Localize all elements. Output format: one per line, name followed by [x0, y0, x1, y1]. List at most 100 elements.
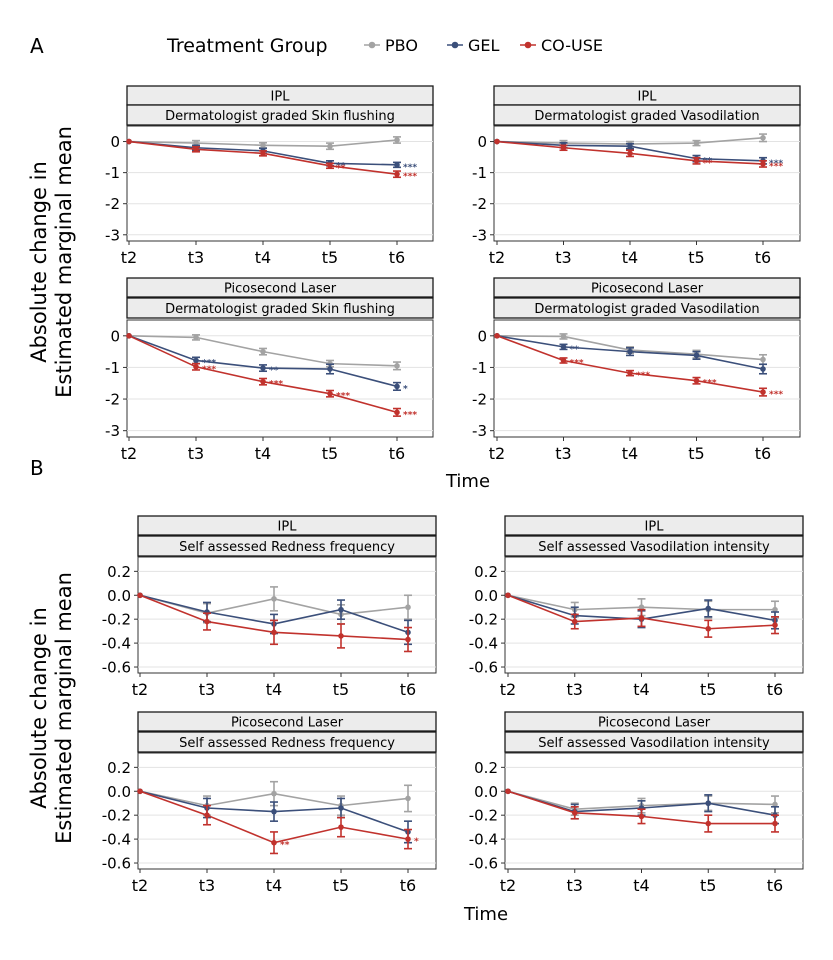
significance-label: **: [570, 345, 580, 355]
y-tick-label: -2: [105, 391, 120, 409]
data-point: [560, 357, 567, 364]
x-tick-label: t2: [489, 444, 505, 463]
x-tick-label: t2: [132, 876, 148, 895]
x-tick-label: t5: [333, 876, 349, 895]
x-tick-label: t3: [199, 680, 215, 699]
series-co-use: [137, 592, 412, 653]
significance-label: ***: [769, 390, 783, 400]
significance-label: ***: [636, 371, 650, 381]
significance-label: ***: [403, 172, 417, 182]
x-tick-label: t6: [400, 876, 416, 895]
strip-bottom-box: [504, 535, 804, 557]
facet-panel-6: IPL Self assessed Vasodilation intensity 0…: [469, 515, 804, 699]
series-co-use: *** *** *** ***: [494, 333, 783, 400]
legend-marker-gel: [451, 41, 459, 49]
strip-top-label: Picosecond Laser: [598, 716, 711, 731]
significance-label: **: [336, 164, 346, 174]
data-point: [705, 800, 712, 807]
data-point: [405, 604, 411, 611]
significance-label: *: [414, 837, 419, 847]
strip-bottom-label: Self assessed Redness frequency: [179, 540, 395, 555]
y-tick-label: -2: [105, 195, 120, 213]
data-point: [693, 377, 700, 384]
x-tick-label: t4: [633, 876, 649, 895]
data-point: [705, 820, 712, 827]
y-tick-label: -0.2: [469, 807, 498, 825]
data-point: [560, 144, 567, 151]
y-tick-label: 0: [110, 327, 120, 345]
x-tick-label: t2: [121, 248, 137, 267]
x-tick-label: t4: [266, 876, 282, 895]
strip-top-box: [137, 515, 437, 536]
x-tick-label: t6: [767, 680, 783, 699]
significance-label: ***: [336, 392, 350, 402]
data-point: [193, 357, 199, 364]
data-point: [193, 334, 199, 341]
y-tick-label: -3: [105, 226, 120, 244]
x-tick-label: t4: [622, 444, 638, 463]
strip-bottom-label: Dermatologist graded Vasodilation: [534, 302, 759, 317]
data-point: [505, 788, 511, 795]
significance-label: ***: [769, 162, 783, 172]
plot-area: [137, 556, 437, 674]
strip-top-label: Picosecond Laser: [231, 716, 344, 731]
strip-bottom-label: Dermatologist graded Vasodilation: [534, 109, 759, 124]
y-tick-label: -1: [472, 164, 487, 182]
x-tick-label: t5: [333, 680, 349, 699]
x-tick-label: t4: [255, 444, 271, 463]
panel-a-letter: A: [30, 34, 44, 58]
significance-label: ***: [403, 163, 417, 173]
strip-bottom-label: Dermatologist graded Skin flushing: [165, 109, 395, 124]
data-point: [693, 352, 700, 359]
data-point: [772, 622, 778, 628]
facet-panel-3: Picosecond Laser Dermatologist graded Ski…: [105, 277, 434, 463]
x-tick-label: t5: [322, 444, 338, 463]
strip-top-label: IPL: [645, 520, 665, 535]
data-point: [260, 348, 266, 355]
legend: Treatment Group PBO GEL CO-USE: [166, 35, 603, 57]
data-point: [571, 618, 578, 625]
data-point: [705, 625, 712, 632]
data-point: [260, 365, 266, 371]
strip-bottom-box: [126, 297, 434, 319]
data-point: [627, 348, 633, 355]
data-point: [394, 162, 400, 168]
strip-top-box: [137, 711, 437, 732]
significance-label: ***: [269, 380, 283, 390]
facet-panel-1: IPL Dermatologist graded Skin flushing 0 -1…: [105, 85, 434, 267]
facet-panel-4: Picosecond Laser Dermatologist graded Vas…: [472, 277, 801, 463]
strip-top-label: IPL: [278, 520, 298, 535]
data-point: [772, 606, 778, 613]
y-tick-label: -0.6: [102, 855, 131, 873]
y-axis-title-a-line1: Absolute change in: [27, 161, 51, 363]
x-tick-label: t5: [322, 248, 338, 267]
x-tick-label: t3: [567, 680, 583, 699]
significance-label: **: [269, 366, 279, 376]
facet-panel-8: Picosecond Laser Self assessed Vasodilati…: [469, 711, 804, 895]
x-tick-label: t6: [400, 680, 416, 699]
x-tick-label: t3: [555, 248, 571, 267]
data-point: [271, 596, 277, 602]
strip-bottom-label: Self assessed Vasodilation intensity: [538, 540, 770, 555]
data-point: [338, 606, 344, 613]
x-tick-label: t2: [500, 876, 516, 895]
significance-label: **: [703, 159, 713, 169]
data-point: [772, 820, 778, 827]
x-tick-label: t6: [389, 248, 405, 267]
y-tick-label: -0.2: [102, 807, 131, 825]
y-tick-label: -0.6: [469, 659, 498, 677]
plot-area: [504, 752, 804, 870]
y-tick-label: -3: [472, 422, 487, 440]
x-tick-label: t2: [500, 680, 516, 699]
data-point: [137, 788, 143, 795]
x-tick-label: t2: [121, 444, 137, 463]
y-tick-label: -0.6: [102, 659, 131, 677]
y-tick-label: -0.4: [469, 831, 498, 849]
x-tick-label: t5: [688, 444, 704, 463]
facet-panel-2: IPL Dermatologist graded Vasodilation 0 -1 -…: [472, 85, 801, 267]
plot-area: [504, 556, 804, 674]
data-point: [627, 370, 633, 376]
strip-bottom-box: [504, 731, 804, 753]
strip-top-label: Picosecond Laser: [224, 282, 337, 297]
data-point: [394, 171, 400, 177]
